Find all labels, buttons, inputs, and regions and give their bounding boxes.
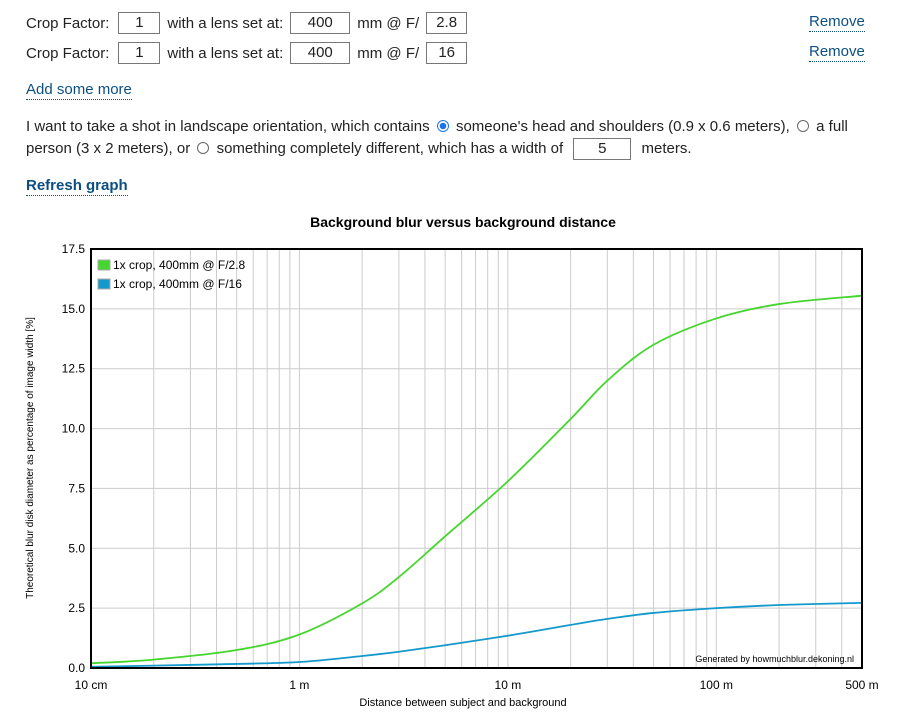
radio-custom[interactable] bbox=[197, 142, 210, 154]
y-tick-label: 0.0 bbox=[68, 661, 85, 675]
option-full-person: a full person (3 x 2 meters), or bbox=[26, 118, 848, 157]
x-tick-label: 10 cm bbox=[75, 678, 108, 692]
x-tick-label: 500 m bbox=[845, 678, 878, 692]
crop-label: Crop Factor: bbox=[26, 44, 110, 62]
refresh-graph-link[interactable]: Refresh graph bbox=[26, 177, 128, 196]
legend-swatch bbox=[97, 259, 111, 271]
chart-title: Background blur versus background distan… bbox=[310, 214, 616, 230]
add-more-link[interactable]: Add some more bbox=[26, 81, 132, 100]
x-axis-label: Distance between subject and background bbox=[359, 697, 566, 709]
focal-length-input[interactable]: 400 bbox=[290, 12, 351, 34]
x-tick-label: 10 m bbox=[495, 678, 522, 692]
y-tick-label: 7.5 bbox=[68, 481, 85, 495]
series-line bbox=[90, 601, 863, 668]
watermark: Generated by howmuchblur.dekoning.nl bbox=[695, 654, 854, 664]
lens-label: with a lens set at: bbox=[167, 14, 284, 32]
legend-label: 1x crop, 400mm @ F/2.8 bbox=[113, 258, 246, 272]
lens-row-1: Crop Factor: 1 with a lens set at: 400 m… bbox=[26, 11, 474, 35]
y-tick-label: 12.5 bbox=[62, 362, 86, 376]
radio-head-shoulders[interactable] bbox=[436, 120, 449, 132]
custom-width-input[interactable]: 5 bbox=[573, 138, 632, 161]
legend-swatch bbox=[97, 278, 111, 290]
series-line bbox=[90, 294, 863, 665]
scene-description: I want to take a shot in landscape orien… bbox=[26, 116, 886, 161]
plot-frame bbox=[90, 248, 863, 669]
legend-label: 1x crop, 400mm @ F/16 bbox=[113, 277, 242, 291]
option-custom: something completely different, which ha… bbox=[216, 140, 564, 157]
lens-label: with a lens set at: bbox=[167, 44, 284, 62]
x-tick-label: 1 m bbox=[289, 678, 309, 692]
y-tick-label: 15.0 bbox=[62, 302, 86, 316]
radio-full-person[interactable] bbox=[797, 120, 809, 132]
width-unit: meters. bbox=[641, 140, 692, 157]
y-tick-label: 5.0 bbox=[68, 541, 85, 555]
y-axis-label: Theoretical blur disk diameter as percen… bbox=[25, 317, 36, 599]
aperture-label: mm @ F/ bbox=[357, 14, 420, 32]
x-tick-label: 100 m bbox=[700, 678, 733, 692]
option-head-shoulders: someone's head and shoulders (0.9 x 0.6 … bbox=[455, 118, 790, 135]
aperture-label: mm @ F/ bbox=[357, 44, 420, 62]
aperture-input[interactable]: 2.8 bbox=[426, 12, 468, 34]
lens-row-2: Crop Factor: 1 with a lens set at: 400 m… bbox=[26, 41, 474, 65]
crop-label: Crop Factor: bbox=[26, 14, 110, 32]
y-tick-label: 17.5 bbox=[62, 242, 86, 256]
y-tick-label: 2.5 bbox=[68, 601, 85, 615]
remove-button[interactable]: Remove bbox=[809, 43, 865, 62]
aperture-input[interactable]: 16 bbox=[426, 42, 468, 64]
scene-intro: I want to take a shot in landscape orien… bbox=[26, 118, 430, 135]
y-tick-label: 10.0 bbox=[62, 422, 86, 436]
crop-factor-input[interactable]: 1 bbox=[118, 42, 161, 64]
legend: 1x crop, 400mm @ F/2.8 1x crop, 400mm @ … bbox=[97, 258, 246, 291]
blur-chart: Background blur versus background distan… bbox=[25, 214, 879, 709]
remove-button[interactable]: Remove bbox=[809, 13, 865, 32]
crop-factor-input[interactable]: 1 bbox=[118, 12, 161, 34]
focal-length-input[interactable]: 400 bbox=[290, 42, 351, 64]
